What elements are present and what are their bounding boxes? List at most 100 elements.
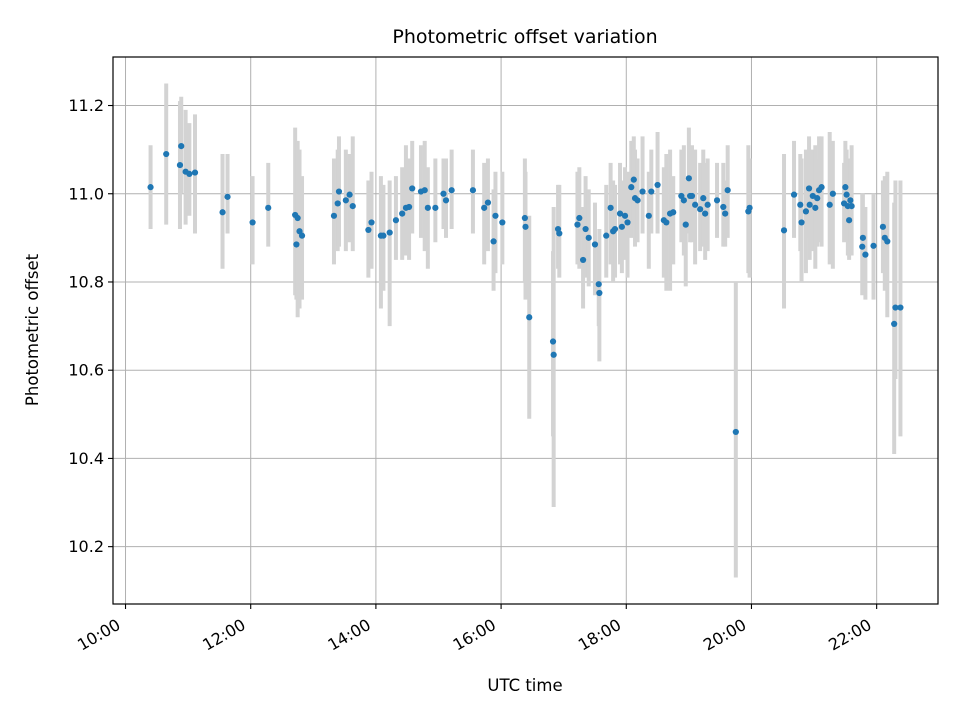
data-point (556, 230, 563, 237)
data-point (639, 188, 646, 195)
data-point (818, 184, 825, 191)
data-point (582, 225, 589, 233)
y-tick-label: 11.2 (68, 96, 104, 115)
data-point (859, 234, 866, 241)
point-layer (147, 143, 904, 436)
data-point (848, 203, 855, 210)
data-point (249, 219, 256, 226)
data-point (670, 209, 677, 216)
data-point (621, 212, 629, 219)
data-point (442, 197, 450, 204)
data-point (576, 214, 583, 222)
data-point (342, 197, 349, 204)
data-point (870, 242, 877, 249)
x-axis-label: UTC time (487, 676, 562, 695)
data-point (178, 143, 185, 150)
chart-title: Photometric offset variation (392, 26, 657, 48)
data-point (521, 214, 528, 222)
data-point (484, 199, 492, 206)
data-point (859, 243, 866, 250)
data-point (421, 187, 428, 194)
data-point (334, 200, 341, 207)
y-axis-label: Photometric offset (23, 253, 42, 406)
data-point (732, 428, 739, 436)
data-point (618, 223, 625, 230)
data-point (826, 201, 833, 208)
data-point (790, 191, 798, 198)
data-point (780, 227, 788, 234)
data-point (492, 212, 499, 219)
data-point (812, 204, 819, 211)
data-point (616, 210, 624, 217)
data-point (440, 190, 447, 197)
data-point (405, 203, 413, 211)
data-point (645, 212, 652, 219)
data-point (663, 219, 670, 226)
data-point (293, 241, 300, 248)
data-point (897, 304, 904, 311)
data-point (713, 197, 721, 204)
data-point (654, 181, 661, 189)
data-point (392, 217, 400, 224)
data-point (380, 232, 387, 239)
data-point (330, 212, 338, 219)
data-point (688, 192, 696, 200)
data-point (550, 351, 557, 358)
data-point (603, 232, 610, 239)
y-tick-label: 10.6 (68, 361, 104, 380)
data-point (409, 185, 416, 192)
data-point (424, 204, 431, 211)
data-point (798, 219, 805, 226)
data-point (611, 225, 619, 233)
data-point (163, 150, 170, 158)
data-point (624, 219, 631, 226)
data-point (294, 214, 301, 222)
data-point (335, 188, 343, 195)
data-point (630, 176, 637, 183)
data-point (499, 219, 506, 226)
data-point (746, 204, 753, 211)
data-point (469, 187, 477, 194)
data-point (298, 232, 306, 239)
data-point (365, 226, 372, 234)
data-point (386, 229, 393, 236)
data-point (607, 204, 614, 211)
data-point (702, 210, 709, 217)
data-point (191, 169, 199, 176)
data-point (591, 241, 599, 248)
y-tick-label: 10.2 (68, 537, 104, 556)
data-point (490, 238, 497, 245)
data-point (891, 320, 898, 327)
data-point (634, 197, 641, 204)
data-point (219, 209, 226, 216)
data-point (704, 201, 711, 208)
data-point (879, 223, 887, 230)
data-point (802, 208, 810, 215)
data-point (797, 201, 804, 208)
data-point (846, 217, 853, 224)
data-point (574, 221, 581, 228)
data-point (368, 219, 375, 226)
data-point (685, 175, 692, 182)
data-point (843, 191, 850, 198)
y-tick-label: 10.8 (68, 272, 104, 291)
y-tick-label: 11.0 (68, 184, 104, 203)
data-point (147, 184, 154, 191)
data-point (682, 221, 689, 228)
y-tick-label: 10.4 (68, 449, 104, 468)
data-point (648, 188, 655, 195)
grid (113, 57, 938, 604)
data-point (814, 195, 821, 202)
data-point (724, 187, 731, 194)
data-point (549, 338, 557, 345)
data-point (176, 161, 184, 169)
data-point (720, 203, 727, 211)
data-point (680, 197, 687, 204)
data-point (595, 281, 602, 288)
data-point (862, 251, 869, 258)
data-point (806, 201, 813, 208)
data-point (829, 190, 836, 197)
data-point (579, 256, 587, 264)
data-point (448, 187, 455, 194)
